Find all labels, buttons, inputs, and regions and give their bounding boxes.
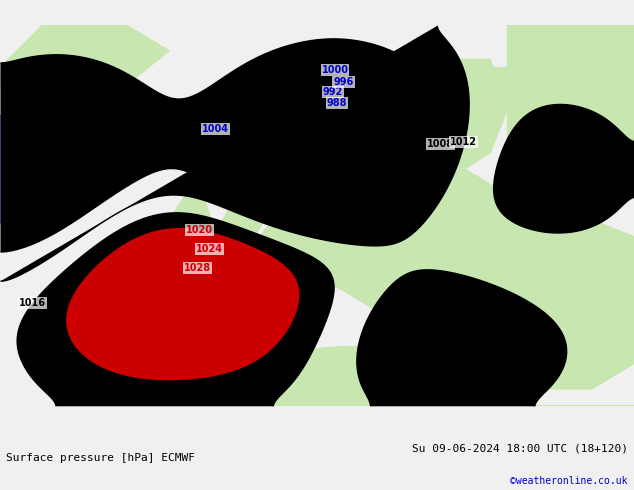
Polygon shape [211,152,634,389]
Polygon shape [169,195,211,228]
Text: Surface pressure [hPa] ECMWF: Surface pressure [hPa] ECMWF [6,453,195,463]
Text: 1004: 1004 [202,123,229,134]
Polygon shape [169,288,271,346]
Text: 1016: 1016 [19,297,46,308]
Polygon shape [42,101,144,135]
Polygon shape [507,25,634,195]
Text: 988: 988 [327,98,347,108]
Text: 1024: 1024 [197,244,223,254]
Text: 1028: 1028 [184,263,211,273]
Text: 996: 996 [333,77,354,87]
Polygon shape [474,304,634,364]
Text: 1020: 1020 [186,225,213,235]
Polygon shape [423,68,507,169]
Text: 1012: 1012 [450,137,477,147]
Polygon shape [169,346,634,406]
Text: 1008: 1008 [427,139,454,149]
Text: Su 09-06-2024 18:00 UTC (18+120): Su 09-06-2024 18:00 UTC (18+120) [411,444,628,454]
Polygon shape [296,59,507,195]
Text: 1000: 1000 [321,65,349,75]
Text: 992: 992 [323,87,343,97]
Text: ©weatheronline.co.uk: ©weatheronline.co.uk [510,476,628,486]
Polygon shape [0,25,169,110]
Polygon shape [211,152,271,245]
Polygon shape [296,59,423,135]
